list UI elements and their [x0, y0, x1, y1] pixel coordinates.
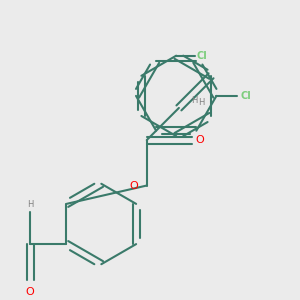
Text: H: H [198, 98, 204, 106]
Text: Cl: Cl [196, 51, 207, 61]
Text: O: O [196, 135, 205, 145]
Text: O: O [129, 181, 138, 190]
Text: H: H [27, 200, 33, 209]
Text: Cl: Cl [241, 91, 252, 101]
Text: O: O [26, 287, 34, 298]
Text: H: H [191, 96, 197, 105]
